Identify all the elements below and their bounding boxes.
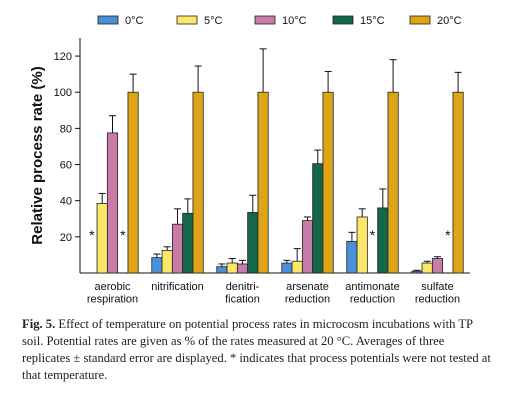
legend-label: 20°C <box>437 15 462 27</box>
bar <box>171 223 184 274</box>
bar <box>247 212 259 274</box>
y-tick-label: 80 <box>60 123 72 135</box>
figure-caption: Fig. 5. Effect of temperature on potenti… <box>22 316 492 384</box>
bar <box>106 132 119 274</box>
y-axis: 20 40 60 80 100 120 Relative process rate (%) <box>29 38 470 274</box>
legend-swatch <box>176 15 198 25</box>
x-tick-label: denitri- <box>226 281 260 293</box>
bar <box>377 207 389 274</box>
bar-series: * * * * <box>89 48 464 274</box>
bar-chart: 0°C 5°C 10°C 15°C 20°C 20 40 60 80 100 120 Relativ… <box>29 15 470 306</box>
bar <box>236 263 249 274</box>
not-tested-marker: * <box>370 227 376 243</box>
legend-swatch <box>254 15 276 25</box>
x-tick-label: reduction <box>415 294 460 306</box>
x-tick-label: fication <box>225 294 260 306</box>
bar <box>216 266 228 274</box>
x-tick-label: aerobic <box>94 281 131 293</box>
bar <box>301 220 314 274</box>
not-tested-marker: * <box>120 227 126 243</box>
y-tick-label: 40 <box>60 196 72 208</box>
caption-label: Fig. 5. <box>22 317 56 331</box>
y-tick-label: 120 <box>54 51 72 63</box>
legend-swatch <box>97 15 119 25</box>
bar <box>431 258 444 274</box>
bar <box>346 240 358 274</box>
x-tick-label: arsenate <box>286 281 329 293</box>
bar <box>281 262 293 274</box>
bar <box>226 262 238 274</box>
legend-label: 5°C <box>204 15 223 27</box>
bar <box>151 257 163 274</box>
bar <box>387 91 399 274</box>
x-tick-label: reduction <box>285 294 330 306</box>
legend-label: 10°C <box>282 15 307 27</box>
legend-swatch <box>409 15 431 25</box>
y-tick-label: 20 <box>60 232 72 244</box>
y-tick-label: 100 <box>54 87 72 99</box>
bar <box>257 91 269 274</box>
bar <box>452 91 464 274</box>
legend-label: 0°C <box>125 15 144 27</box>
bar <box>291 260 303 274</box>
legend: 0°C 5°C 10°C 15°C 20°C <box>97 15 462 27</box>
bar <box>312 163 324 274</box>
caption-text: Effect of temperature on potential proce… <box>22 317 491 382</box>
y-tick-label: 60 <box>60 160 72 172</box>
legend-label: 15°C <box>360 15 385 27</box>
bar <box>356 216 368 274</box>
x-tick-label: sulfate <box>421 281 453 293</box>
x-tick-label: nitrification <box>151 281 204 293</box>
bar <box>411 270 423 274</box>
bar <box>127 91 139 274</box>
not-tested-marker: * <box>89 227 95 243</box>
not-tested-marker: * <box>445 227 451 243</box>
bar <box>161 250 173 274</box>
bar <box>322 91 334 274</box>
x-tick-label: antimonate <box>345 281 399 293</box>
y-axis-label: Relative process rate (%) <box>29 66 46 244</box>
bar <box>96 203 108 274</box>
x-tick-label: respiration <box>87 294 138 306</box>
bar <box>192 91 204 274</box>
bar <box>421 262 433 274</box>
bar <box>182 212 194 274</box>
legend-swatch <box>332 15 354 25</box>
x-tick-label: reduction <box>350 294 395 306</box>
